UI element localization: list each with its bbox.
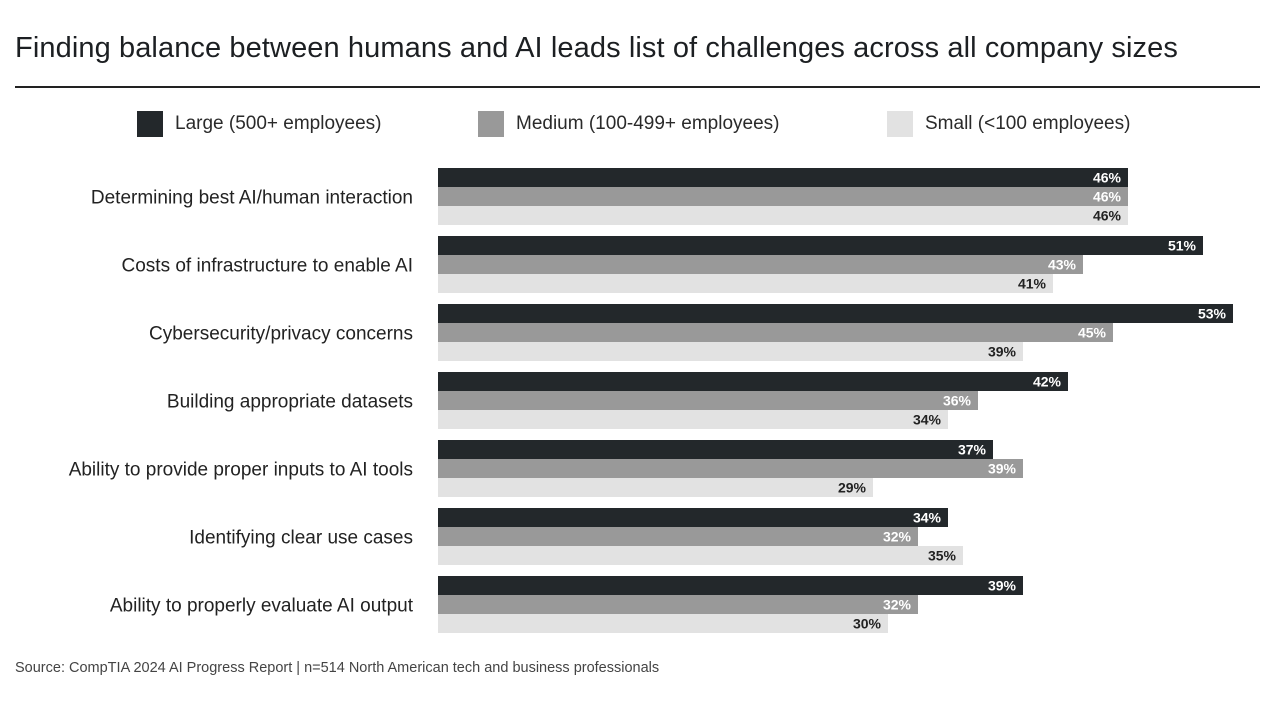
value-label-costs-of-infrastructure-to-enable-ai-0: 51% bbox=[1168, 238, 1197, 254]
value-label-cybersecurity-privacy-concerns-2: 39% bbox=[988, 344, 1017, 360]
value-label-ability-to-properly-evaluate-ai-output-1: 32% bbox=[883, 597, 912, 613]
bar-cybersecurity-privacy-concerns-1 bbox=[438, 323, 1113, 342]
legend-swatch-small bbox=[887, 111, 913, 137]
category-label-costs-of-infrastructure-to-enable-ai: Costs of infrastructure to enable AI bbox=[122, 256, 414, 277]
bar-determining-best-ai-human-interaction-1 bbox=[438, 187, 1128, 206]
bar-determining-best-ai-human-interaction-0 bbox=[438, 168, 1128, 187]
value-label-determining-best-ai-human-interaction-1: 46% bbox=[1093, 189, 1122, 205]
value-label-identifying-clear-use-cases-1: 32% bbox=[883, 529, 912, 545]
bar-costs-of-infrastructure-to-enable-ai-1 bbox=[438, 255, 1083, 274]
bar-costs-of-infrastructure-to-enable-ai-0 bbox=[438, 236, 1203, 255]
value-label-cybersecurity-privacy-concerns-0: 53% bbox=[1198, 306, 1227, 322]
value-label-determining-best-ai-human-interaction-0: 46% bbox=[1093, 170, 1122, 186]
legend-label-medium: Medium (100-499+ employees) bbox=[516, 113, 780, 134]
title-divider bbox=[15, 86, 1260, 88]
value-label-building-appropriate-datasets-2: 34% bbox=[913, 412, 942, 428]
legend-item-large: Large (500+ employees) bbox=[137, 110, 382, 138]
value-label-ability-to-provide-proper-inputs-to-ai-tools-0: 37% bbox=[958, 442, 987, 458]
bar-ability-to-properly-evaluate-ai-output-0 bbox=[438, 576, 1023, 595]
value-label-identifying-clear-use-cases-2: 35% bbox=[928, 548, 957, 564]
category-label-identifying-clear-use-cases: Identifying clear use cases bbox=[189, 528, 413, 549]
legend-swatch-large bbox=[137, 111, 163, 137]
bar-cybersecurity-privacy-concerns-0 bbox=[438, 304, 1233, 323]
bar-identifying-clear-use-cases-1 bbox=[438, 527, 918, 546]
category-label-determining-best-ai-human-interaction: Determining best AI/human interaction bbox=[91, 188, 413, 209]
legend-label-large: Large (500+ employees) bbox=[175, 113, 382, 134]
legend: Large (500+ employees) Medium (100-499+ … bbox=[0, 110, 1280, 140]
bar-identifying-clear-use-cases-0 bbox=[438, 508, 948, 527]
bar-ability-to-properly-evaluate-ai-output-2 bbox=[438, 614, 888, 633]
bar-ability-to-provide-proper-inputs-to-ai-tools-0 bbox=[438, 440, 993, 459]
bar-ability-to-provide-proper-inputs-to-ai-tools-1 bbox=[438, 459, 1023, 478]
bar-identifying-clear-use-cases-2 bbox=[438, 546, 963, 565]
bar-cybersecurity-privacy-concerns-2 bbox=[438, 342, 1023, 361]
value-label-costs-of-infrastructure-to-enable-ai-2: 41% bbox=[1018, 276, 1047, 292]
category-label-ability-to-provide-proper-inputs-to-ai-tools: Ability to provide proper inputs to AI t… bbox=[69, 460, 413, 481]
value-label-ability-to-provide-proper-inputs-to-ai-tools-2: 29% bbox=[838, 480, 867, 496]
bar-building-appropriate-datasets-2 bbox=[438, 410, 948, 429]
value-label-ability-to-properly-evaluate-ai-output-0: 39% bbox=[988, 578, 1017, 594]
category-label-building-appropriate-datasets: Building appropriate datasets bbox=[167, 392, 413, 413]
legend-label-small: Small (<100 employees) bbox=[925, 113, 1131, 134]
legend-swatch-medium bbox=[478, 111, 504, 137]
source-note: Source: CompTIA 2024 AI Progress Report … bbox=[15, 660, 660, 676]
value-label-ability-to-provide-proper-inputs-to-ai-tools-1: 39% bbox=[988, 461, 1017, 477]
legend-item-small: Small (<100 employees) bbox=[887, 110, 1130, 138]
value-label-ability-to-properly-evaluate-ai-output-2: 30% bbox=[853, 616, 882, 632]
value-label-building-appropriate-datasets-0: 42% bbox=[1033, 374, 1062, 390]
bar-ability-to-provide-proper-inputs-to-ai-tools-2 bbox=[438, 478, 873, 497]
category-label-cybersecurity-privacy-concerns: Cybersecurity/privacy concerns bbox=[149, 324, 413, 345]
bar-determining-best-ai-human-interaction-2 bbox=[438, 206, 1128, 225]
bar-building-appropriate-datasets-1 bbox=[438, 391, 978, 410]
bar-building-appropriate-datasets-0 bbox=[438, 372, 1068, 391]
category-label-ability-to-properly-evaluate-ai-output: Ability to properly evaluate AI output bbox=[110, 596, 414, 617]
chart-title: Finding balance between humans and AI le… bbox=[15, 32, 1178, 64]
bar-costs-of-infrastructure-to-enable-ai-2 bbox=[438, 274, 1053, 293]
value-label-costs-of-infrastructure-to-enable-ai-1: 43% bbox=[1048, 257, 1077, 273]
value-label-building-appropriate-datasets-1: 36% bbox=[943, 393, 972, 409]
value-label-identifying-clear-use-cases-0: 34% bbox=[913, 510, 942, 526]
bar-ability-to-properly-evaluate-ai-output-1 bbox=[438, 595, 918, 614]
legend-item-medium: Medium (100-499+ employees) bbox=[478, 110, 780, 138]
value-label-determining-best-ai-human-interaction-2: 46% bbox=[1093, 208, 1122, 224]
value-label-cybersecurity-privacy-concerns-1: 45% bbox=[1078, 325, 1107, 341]
